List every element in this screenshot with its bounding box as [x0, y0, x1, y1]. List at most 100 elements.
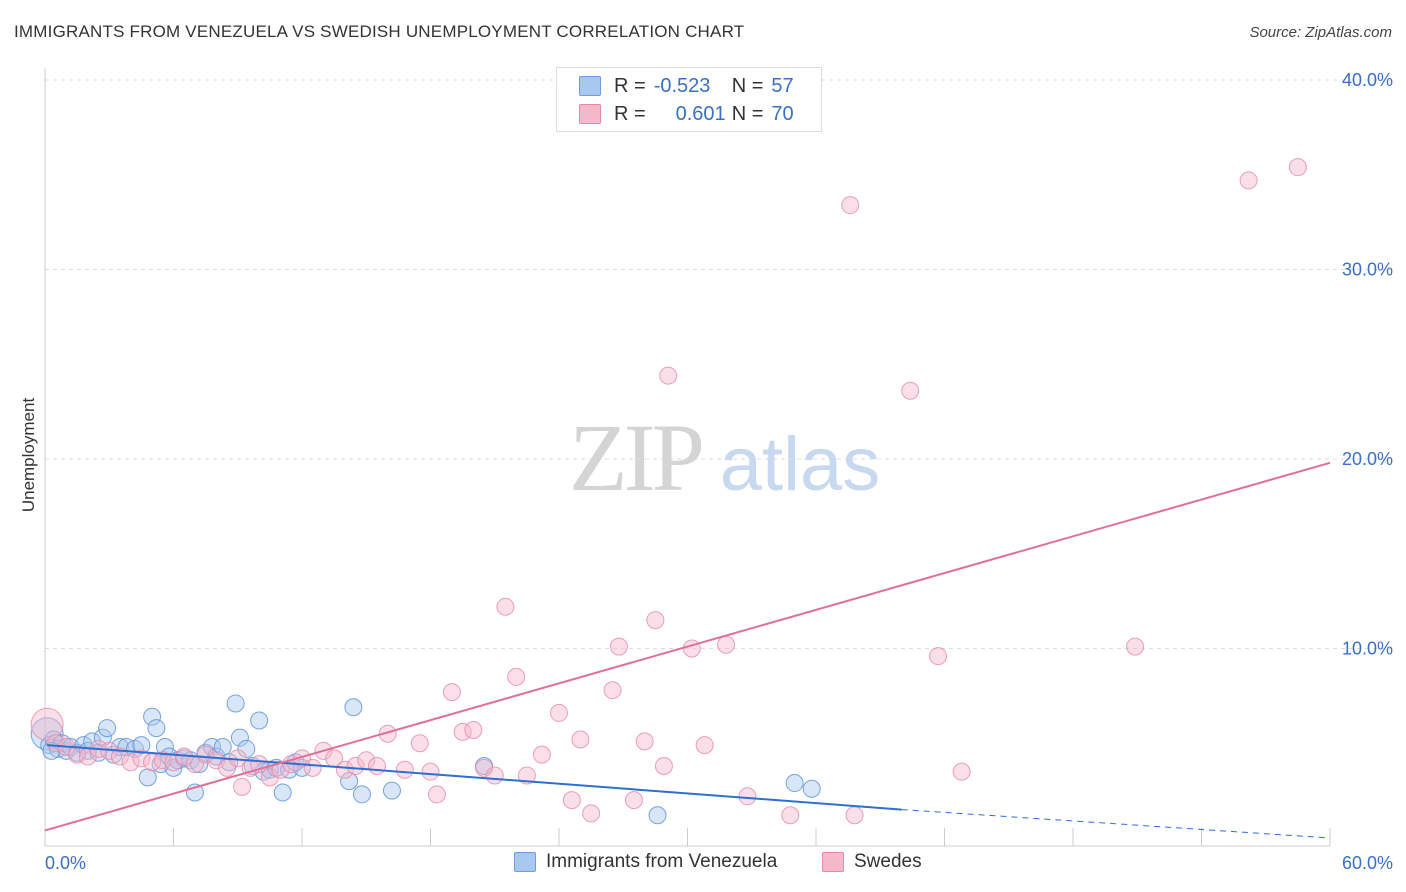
venezuela-point — [190, 755, 209, 774]
swedes-point — [46, 734, 65, 753]
swedes-point — [532, 745, 551, 764]
swedes-point — [682, 639, 701, 658]
swedes-point — [901, 381, 920, 400]
venezuela-point — [203, 738, 222, 757]
swedes-point — [609, 637, 628, 656]
legend-r-value: 0.601 — [675, 102, 726, 125]
swedes-point — [695, 736, 714, 755]
venezuela-point — [648, 806, 667, 825]
stats-legend: R = -0.523 N = 57 R = 0.601 N = 70 — [556, 67, 822, 132]
x-tick-label-min: 0.0% — [45, 853, 86, 873]
swedes-point — [582, 804, 601, 823]
swedes-point — [30, 707, 64, 741]
venezuela-point — [344, 698, 363, 717]
legend-swatch-pink — [579, 104, 601, 124]
venezuela-point — [83, 732, 102, 751]
venezuela-point — [93, 728, 112, 747]
watermark-atlas: atlas — [720, 422, 881, 507]
legend-r-label: R = — [614, 102, 646, 125]
venezuela-point — [230, 728, 249, 747]
legend-r-value: -0.523 — [653, 74, 711, 97]
swedes-trend-line — [44, 461, 1331, 832]
venezuela-point — [802, 779, 821, 798]
swedes-point — [485, 766, 504, 785]
legend-row-venezuela: R = -0.523 N = 57 — [579, 74, 794, 98]
watermark: ZIP atlas — [569, 404, 880, 511]
swedes-point — [929, 647, 948, 666]
venezuela-trend-extension — [901, 809, 1331, 839]
venezuela-point — [226, 694, 245, 713]
swedes-point — [1239, 171, 1258, 190]
swedes-point — [841, 196, 860, 215]
legend-swatch-pink — [822, 852, 844, 872]
swedes-point — [378, 724, 397, 743]
legend-swatch-blue — [579, 76, 601, 96]
swedes-point — [110, 747, 129, 766]
swedes-point — [517, 766, 536, 785]
venezuela-point — [143, 707, 162, 726]
swedes-point — [427, 785, 446, 804]
x-tick-label-max: 60.0% — [1342, 853, 1393, 873]
swedes-point — [624, 791, 643, 810]
swedes-point — [132, 749, 151, 768]
y-tick-label: 20.0% — [1342, 449, 1393, 469]
venezuela-point — [138, 768, 157, 787]
legend-item-swedes: Swedes — [822, 851, 922, 873]
legend-row-swedes: R = 0.601 N = 70 — [579, 102, 794, 126]
swedes-point — [1288, 158, 1307, 177]
legend-swatch-blue — [514, 852, 536, 872]
swedes-point — [395, 760, 414, 779]
swedes-point — [271, 760, 290, 779]
legend-label-swedes: Swedes — [854, 851, 922, 872]
swedes-point — [571, 730, 590, 749]
venezuela-point — [147, 719, 166, 738]
tick-labels: 10.0% 20.0% 30.0% 40.0% 0.0% 60.0% — [45, 70, 1393, 873]
swedes-point — [346, 756, 365, 775]
legend-r-label: R = — [614, 74, 646, 97]
trend-lines — [44, 461, 1331, 839]
swedes-point — [475, 758, 494, 777]
legend-item-venezuela: Immigrants from Venezuela — [514, 851, 777, 873]
axes — [44, 68, 1331, 847]
swedes-point — [367, 756, 386, 775]
swedes-point — [507, 667, 526, 686]
venezuela-point — [273, 783, 292, 802]
swedes-point — [550, 703, 568, 722]
swedes-point — [496, 597, 515, 616]
swedes-point — [410, 734, 429, 753]
swedes-point — [635, 732, 654, 751]
source-label: Source: ZipAtlas.com — [1249, 24, 1392, 41]
y-tick-label: 30.0% — [1342, 260, 1393, 280]
venezuela-point — [352, 785, 371, 804]
grid-lines — [45, 79, 1392, 649]
swedes-point — [196, 745, 215, 764]
swedes-point — [207, 751, 226, 770]
swedes-point — [603, 681, 622, 700]
swedes-point — [562, 791, 581, 810]
swedes-point — [738, 787, 757, 806]
swedes-point — [121, 753, 140, 772]
swedes-point — [233, 777, 252, 796]
y-tick-label: 10.0% — [1342, 639, 1393, 659]
venezuela-point — [785, 774, 804, 793]
venezuela-point — [340, 772, 359, 791]
venezuela-trend-line — [47, 744, 902, 811]
legend-n-value: 57 — [771, 74, 794, 97]
chart-title: IMMIGRANTS FROM VENEZUELA VS SWEDISH UNE… — [14, 22, 745, 41]
swedes-point — [421, 762, 440, 781]
watermark-zip: ZIP — [569, 404, 702, 511]
swedes-point — [654, 756, 673, 775]
swedes-point — [1126, 637, 1145, 656]
venezuela-point — [250, 711, 269, 730]
swedes-point — [646, 611, 665, 630]
venezuela-point — [132, 736, 151, 755]
swedes-point — [335, 760, 354, 779]
venezuela-point — [213, 738, 232, 757]
legend-n-value: 70 — [771, 102, 794, 125]
swedes-point — [952, 762, 971, 781]
legend-n-label: N = — [731, 102, 764, 125]
legend-label-venezuela: Immigrants from Venezuela — [546, 851, 778, 872]
swedes-point — [464, 720, 483, 739]
swedes-point — [442, 683, 461, 702]
